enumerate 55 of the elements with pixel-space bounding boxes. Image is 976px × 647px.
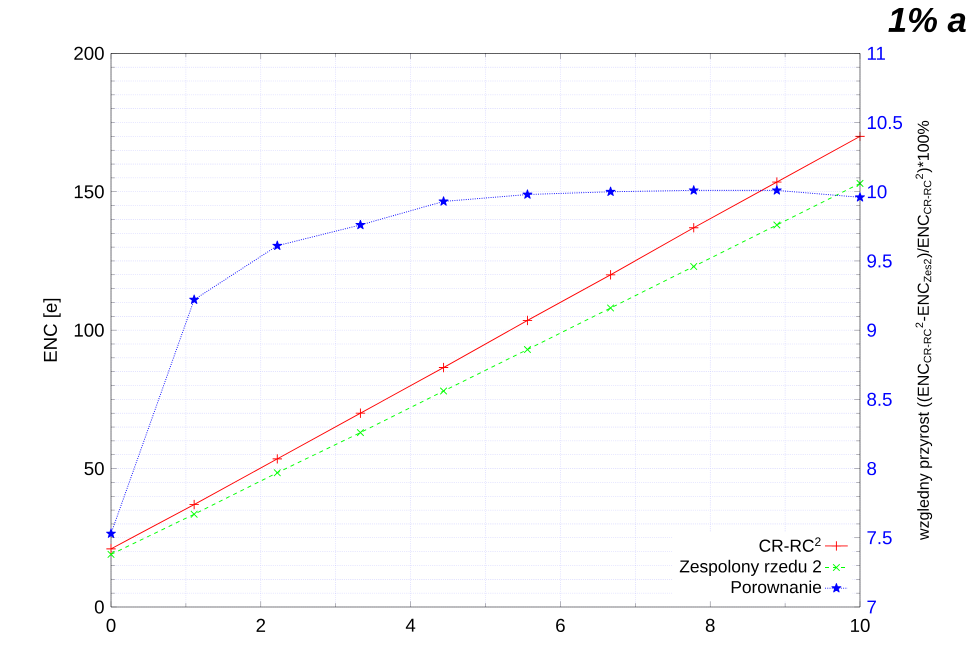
point xyxy=(274,468,282,476)
y2-tick-label: 7 xyxy=(867,600,876,614)
y-tick-label: 150 xyxy=(74,185,104,198)
x-tick-label: 10 xyxy=(851,618,870,632)
point xyxy=(355,408,366,418)
x-tick-label: 4 xyxy=(406,618,416,632)
y2-tick-label: 8.5 xyxy=(867,392,892,406)
point xyxy=(524,346,532,354)
x-tick-label: 2 xyxy=(256,618,266,632)
y2-tick-label: 9.5 xyxy=(867,254,892,268)
y-tick-label: 50 xyxy=(84,462,104,476)
point xyxy=(356,428,364,436)
x-tick-label: 6 xyxy=(556,618,565,632)
legend-label: Porownanie xyxy=(732,580,822,594)
y-tick-label: 100 xyxy=(74,324,104,337)
point xyxy=(772,176,782,188)
point xyxy=(772,185,782,195)
x-tick-label: 8 xyxy=(706,618,715,632)
point xyxy=(189,294,200,304)
legend-label: CR-RC$^{2}$ xyxy=(760,537,821,552)
y2-tick-label: 9 xyxy=(867,324,876,337)
text: 1% a xyxy=(888,8,966,32)
point xyxy=(606,186,616,196)
text: wzgledny przyrost ((ENC$_{CR-RC}$$^{2}$-ENC$_{Zes2}$)/ENC$_{CR-RC}$$^{2}$)*100% xyxy=(916,120,932,540)
y2-tick-label: 11 xyxy=(868,46,885,60)
point xyxy=(773,221,781,229)
point xyxy=(106,544,116,554)
point xyxy=(106,528,116,538)
point xyxy=(272,454,282,464)
point xyxy=(856,180,864,188)
point xyxy=(356,220,366,230)
point xyxy=(440,387,448,395)
point xyxy=(605,270,616,280)
point xyxy=(855,192,865,202)
legend-label: Zespolony rzedu 2 xyxy=(680,560,821,576)
y2-tick-label: 10 xyxy=(868,185,887,198)
point xyxy=(688,222,699,233)
y-tick-label: 200 xyxy=(74,46,104,60)
y2-tick-label: 10.5 xyxy=(868,116,902,130)
y2-tick-label: 8 xyxy=(867,462,876,476)
point xyxy=(189,499,200,510)
x-tick-label: 0 xyxy=(106,618,116,632)
y-tick-label: 0 xyxy=(94,600,104,614)
point xyxy=(438,196,448,206)
point xyxy=(522,189,532,199)
point xyxy=(107,550,115,558)
y-axis-title: ENC [e] xyxy=(43,298,61,362)
point xyxy=(438,362,449,373)
point xyxy=(190,510,198,518)
point xyxy=(690,262,698,270)
point xyxy=(688,185,699,195)
point xyxy=(606,304,614,312)
y2-tick-label: 7.5 xyxy=(867,531,892,544)
point xyxy=(522,315,533,326)
point xyxy=(272,240,282,250)
